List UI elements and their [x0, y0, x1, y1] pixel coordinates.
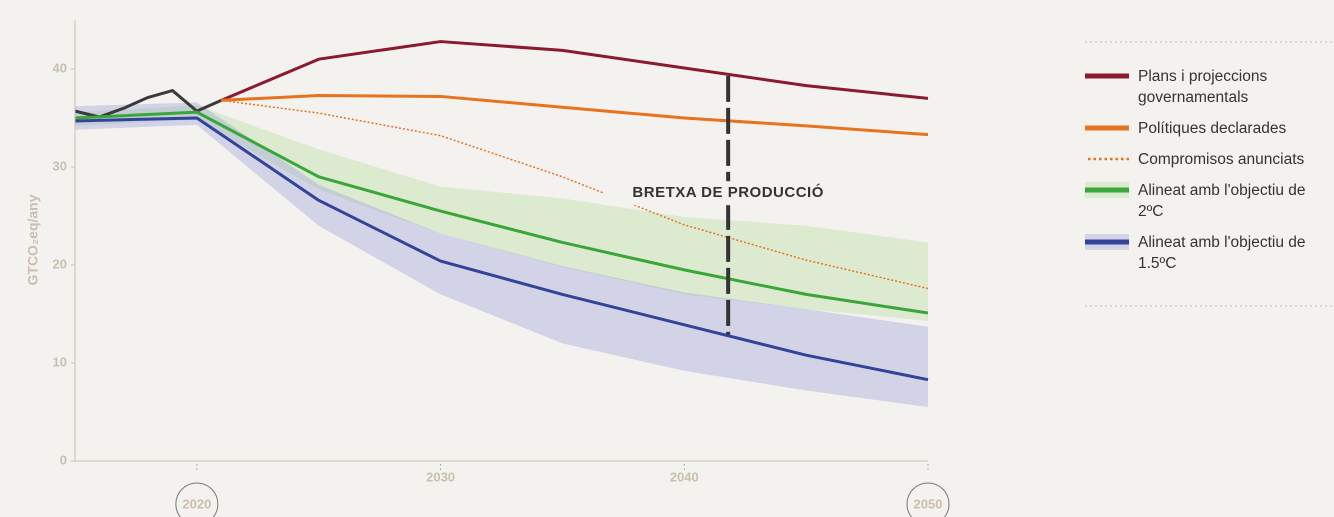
series-line	[220, 40, 929, 102]
y-tick-label: 0	[60, 452, 67, 467]
y-tick-label: 40	[53, 60, 67, 75]
annotation: BRETXA DE PRODUCCIÓ	[632, 183, 823, 201]
series-line	[221, 93, 929, 137]
legend-entry: Polítiques declarades	[1138, 120, 1287, 137]
legend-label: Compromisos anunciats	[1138, 151, 1305, 168]
legend-label: Plans i projeccions governamentals	[1138, 68, 1268, 106]
x-tick-circle	[906, 482, 950, 517]
x-tick-label: 2030	[426, 469, 455, 484]
y-tick-label: 30	[53, 158, 67, 173]
legend-entry: Plans i projeccions governamentals	[1138, 68, 1268, 106]
x-tick-label: 2020	[182, 496, 211, 511]
x-tick-label: 2040	[670, 469, 699, 484]
y-tick-label: 10	[53, 354, 67, 369]
legend-entry: Compromisos anunciats	[1138, 151, 1305, 168]
legend-label: Alineat amb l'objectiu de 2ºC	[1138, 182, 1306, 220]
legend-label: Alineat amb l'objectiu de 1.5ºC	[1138, 234, 1306, 272]
annotation-bg	[603, 181, 854, 206]
x-tick-circle	[175, 482, 219, 517]
legend-label: Polítiques declarades	[1138, 120, 1287, 137]
legend-entry: Alineat amb l'objectiu de 1.5ºC	[1138, 234, 1306, 272]
series-line	[221, 99, 929, 290]
x-tick-label: 2050	[914, 496, 943, 511]
legend-entry: Alineat amb l'objectiu de 2ºC	[1138, 182, 1306, 220]
plot	[74, 40, 929, 408]
series-line	[74, 110, 929, 315]
y-axis-label: GTCO₂eq/any	[25, 194, 41, 285]
series-line	[74, 116, 929, 382]
y-tick-label: 20	[53, 256, 67, 271]
